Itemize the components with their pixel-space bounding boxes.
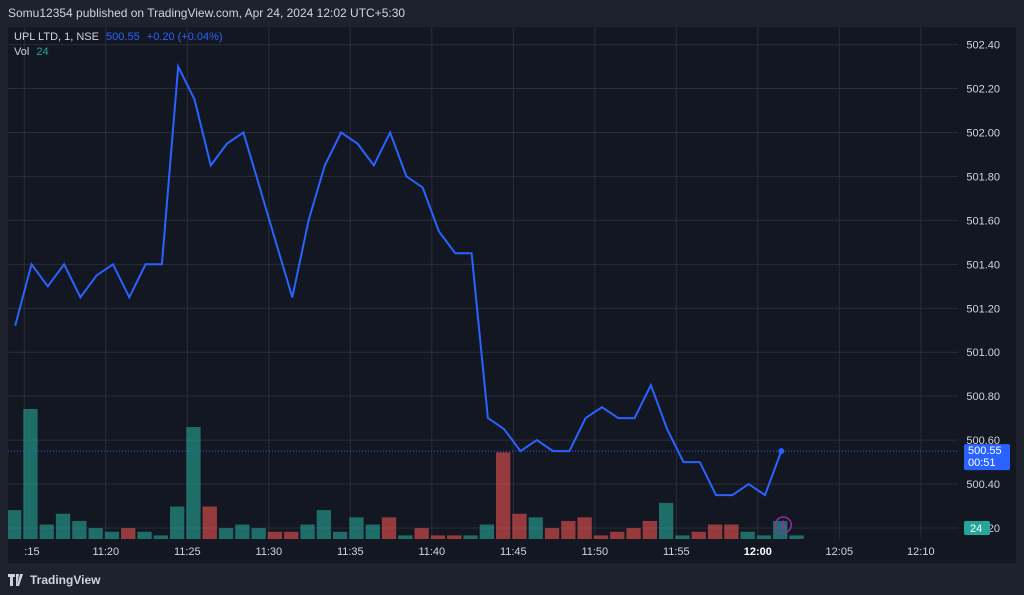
- time-tick-label: 11:40: [418, 546, 445, 558]
- volume-bar: [691, 531, 706, 539]
- volume-bar: [218, 528, 234, 539]
- volume-bar: [88, 528, 103, 539]
- vol-label: Vol: [14, 46, 30, 58]
- volume-bar: [251, 528, 266, 539]
- volume-bar: [610, 531, 625, 539]
- volume-bar: [789, 535, 804, 539]
- time-tick-label: 11:30: [255, 546, 282, 558]
- last-price-dot: [778, 448, 785, 455]
- volume-bar: [642, 520, 657, 539]
- chart-area[interactable]: 502.40 502.20 502.00 501.80 501.60 501.40 501.…: [8, 27, 1016, 563]
- volume-bar: [724, 524, 739, 539]
- lightning-icon: [774, 516, 792, 534]
- volume-bar: [235, 524, 250, 539]
- volume-bar: [496, 452, 511, 539]
- volume-bar: [349, 517, 364, 539]
- volume-bar: [398, 535, 413, 539]
- price-change-label: +0.20 (+0.04%): [146, 31, 223, 43]
- volume-bar: [414, 528, 429, 539]
- price-line: [14, 62, 783, 497]
- price-tick-label: 501.20: [966, 303, 1000, 315]
- volume-bar: [365, 524, 380, 539]
- volume-bar: [577, 517, 592, 539]
- volume-bar: [447, 535, 462, 539]
- time-tick-label: 11:35: [337, 546, 364, 558]
- price-tick-label: 500.80: [966, 391, 1000, 403]
- tradingview-logo-icon: [8, 574, 23, 586]
- brand-label: TradingView: [30, 573, 101, 587]
- volume-bar: [153, 535, 168, 539]
- tradingview-logo[interactable]: TradingView: [8, 573, 100, 587]
- volume-bar: [202, 506, 217, 539]
- price-tick-label: 502.40: [966, 40, 1000, 52]
- time-tick-label: 11:20: [92, 546, 119, 558]
- volume-bar: [104, 531, 120, 539]
- price-tick-label: 501.80: [966, 171, 1000, 183]
- time-tick-label: 12:05: [826, 546, 854, 558]
- volume-bar: [756, 535, 772, 539]
- price-tick-label: 501.60: [966, 215, 1000, 227]
- time-tick-label: 11:50: [581, 546, 608, 558]
- last-price-badge-value: 500.55: [968, 445, 1002, 457]
- last-price-countdown: 00:51: [968, 457, 996, 469]
- volume-bar: [284, 531, 299, 539]
- footer-bar: TradingView: [0, 563, 1024, 595]
- time-tick-label: 11:25: [174, 546, 201, 558]
- volume-bar: [186, 427, 201, 539]
- volume-bar: [121, 528, 136, 539]
- volume-bar: [479, 524, 494, 539]
- volume-bar: [561, 520, 576, 539]
- volume-bar: [333, 531, 348, 539]
- volume-bar: [740, 531, 755, 539]
- price-chart[interactable]: 502.40 502.20 502.00 501.80 501.60 501.40 501.…: [8, 27, 1016, 563]
- volume-bar: [23, 409, 38, 539]
- volume-bar: [170, 506, 185, 539]
- volume-bar: [55, 513, 71, 539]
- volume-bar: [528, 517, 543, 539]
- vol-badge: [964, 521, 990, 536]
- price-tick-label: 502.00: [966, 127, 1000, 139]
- volume-bar: [659, 502, 674, 539]
- time-tick-label: 12:00: [744, 546, 772, 558]
- publisher-text: Somu12354 published on TradingView.com, …: [8, 6, 406, 20]
- time-tick-label: 12:10: [907, 546, 935, 558]
- time-tick-label: 11:55: [663, 546, 690, 558]
- volume-bar: [381, 517, 397, 539]
- vol-value: 24: [36, 46, 49, 58]
- time-tick-label: :15: [24, 546, 39, 558]
- legend-volume: Vol 24: [14, 46, 49, 58]
- volume-bar: [512, 513, 527, 539]
- price-tick-label: 500.40: [966, 479, 1000, 491]
- price-tick-label: 501.00: [966, 347, 1000, 359]
- time-axis: [8, 539, 958, 563]
- time-tick-label: 11:45: [500, 546, 527, 558]
- price-tick-label: 502.20: [966, 84, 1000, 96]
- volume-bar: [316, 510, 331, 539]
- symbol-label: UPL LTD, 1, NSE: [14, 31, 99, 43]
- volume-bar: [8, 510, 22, 539]
- volume-bar: [300, 524, 315, 539]
- volume-bar: [593, 535, 609, 539]
- publisher-bar: Somu12354 published on TradingView.com, …: [0, 0, 1024, 26]
- volume-bar: [626, 528, 641, 539]
- last-price-badge: [964, 444, 1010, 471]
- volume-bar: [544, 528, 560, 539]
- vol-badge-value: 24: [970, 523, 982, 535]
- volume-bar: [675, 535, 690, 539]
- volume-bar: [137, 531, 152, 539]
- volume-bar: [72, 520, 87, 539]
- volume-bar: [463, 535, 478, 539]
- volume-bar: [267, 531, 283, 539]
- last-price-label: 500.55: [106, 31, 140, 43]
- volume-bar: [39, 524, 54, 539]
- lightning-icon-bolt: [780, 519, 787, 531]
- price-tick-label: 501.40: [966, 259, 1000, 271]
- volume-bar: [430, 535, 446, 539]
- volume-bar: [707, 524, 723, 539]
- price-axis: [958, 27, 1016, 563]
- legend-main: UPL LTD, 1, NSE 500.55 +0.20 (+0.04%): [14, 31, 223, 43]
